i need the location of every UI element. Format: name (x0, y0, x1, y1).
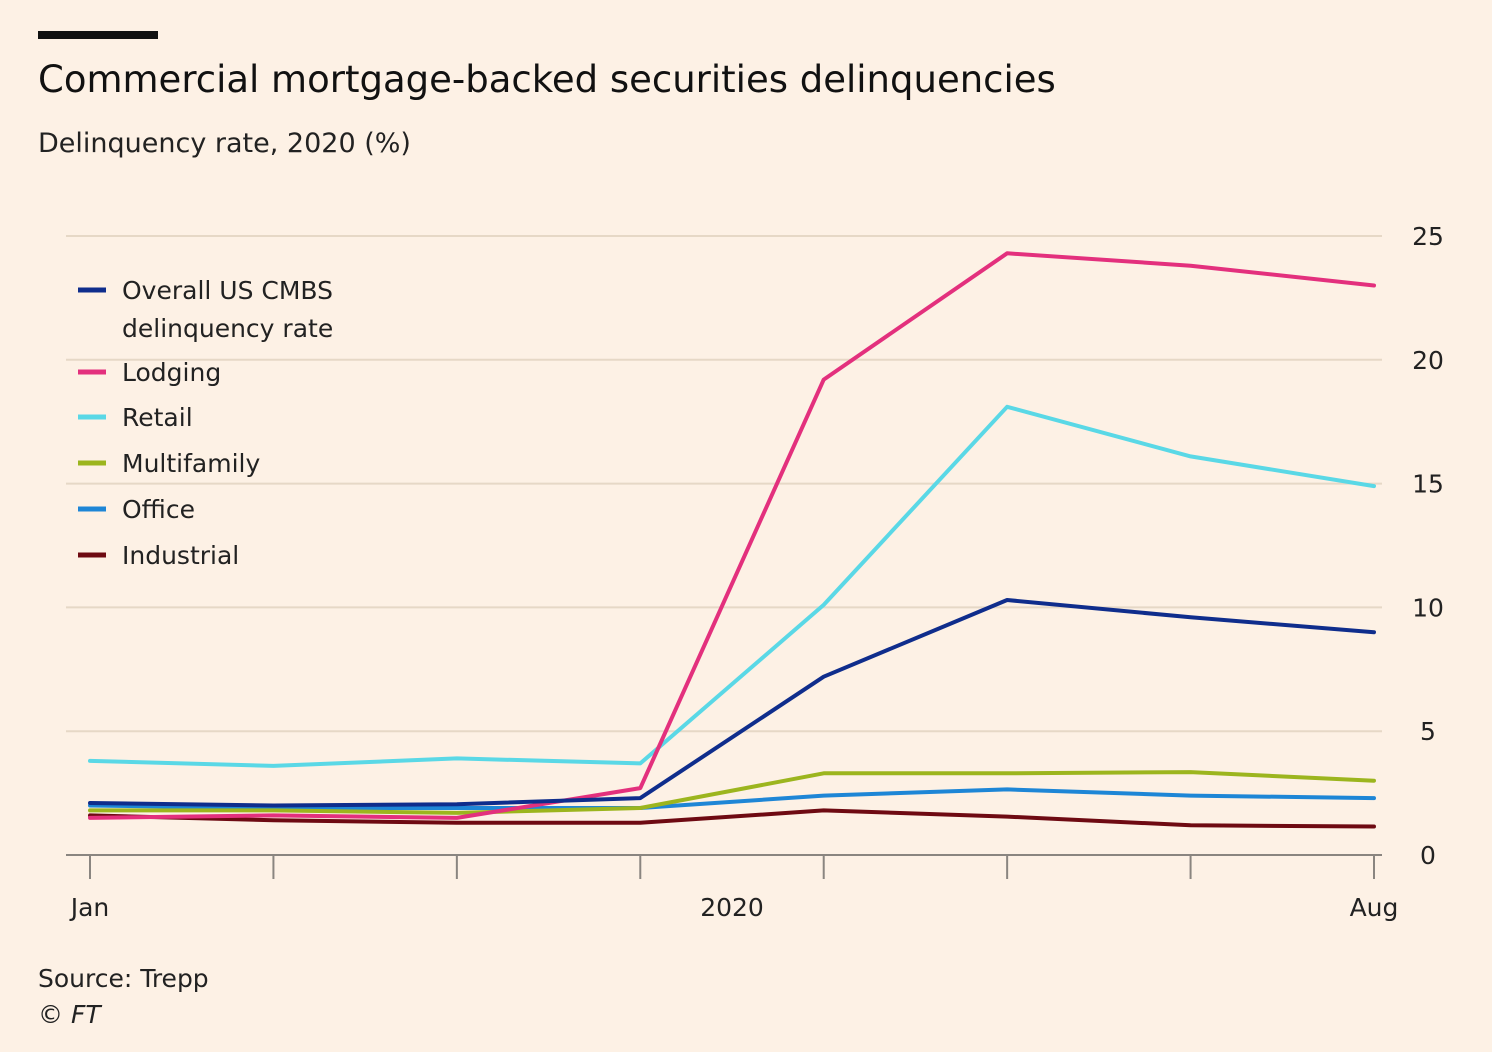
series-line-0 (88, 598, 1376, 808)
series-line-2 (88, 404, 1376, 768)
series-line-4 (88, 787, 1376, 810)
legend-label-1-0: Lodging (122, 358, 221, 387)
legend-label-5-0: Industrial (122, 541, 239, 570)
legend: Overall US CMBS delinquency rate Lodging Re… (78, 276, 333, 570)
series-line-5 (88, 808, 1376, 829)
ft-topbar (38, 31, 158, 39)
x-axis: Jan 2020 Aug (66, 854, 1399, 922)
series-line-3 (88, 770, 1376, 815)
legend-label-0-0: Overall US CMBS (122, 276, 333, 305)
y-tick-label-0: 0 (1420, 841, 1436, 870)
y-tick-label-25: 25 (1412, 222, 1444, 251)
chart-subtitle: Delinquency rate, 2020 (%) (38, 128, 411, 159)
x-tick-label-0: Jan (69, 893, 110, 922)
gridlines (66, 235, 1382, 733)
legend-label-3-0: Multifamily (122, 449, 260, 478)
chart-title: Commercial mortgage-backed securities de… (38, 58, 1056, 101)
ft-brand: FT (70, 1000, 101, 1029)
source-note: Source: Trepp (38, 964, 209, 993)
y-tick-label-10: 10 (1412, 593, 1444, 622)
copyright-note: © FT (38, 998, 101, 1032)
x-tick-label-7: Aug (1350, 893, 1399, 922)
y-tick-label-15: 15 (1412, 470, 1444, 499)
series-line-1 (88, 251, 1376, 820)
y-axis: 0 5 10 15 20 25 (1412, 222, 1444, 870)
x-tick-label-4: 2020 (700, 893, 764, 922)
legend-label-4-0: Office (122, 495, 195, 524)
y-tick-label-20: 20 (1412, 346, 1444, 375)
copyright-symbol: © (38, 1000, 63, 1029)
y-tick-label-5: 5 (1420, 717, 1436, 746)
series-lines (88, 251, 1376, 829)
legend-label-2-0: Retail (122, 403, 193, 432)
legend-label-0-1: delinquency rate (122, 314, 333, 343)
